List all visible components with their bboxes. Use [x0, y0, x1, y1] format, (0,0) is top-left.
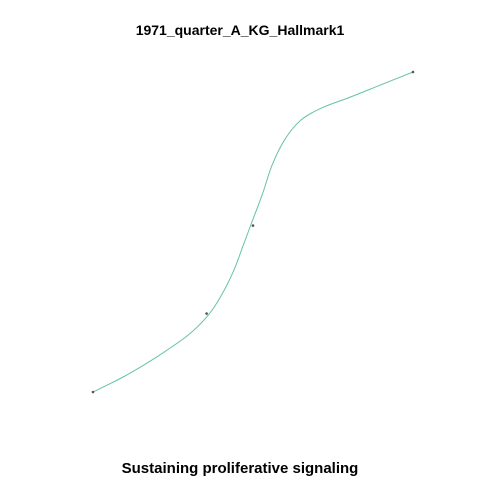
- marker-group: [91, 70, 415, 394]
- data-point-3: [411, 70, 415, 74]
- x-axis-label: Sustaining proliferative signaling: [121, 460, 359, 477]
- data-point-1: [205, 312, 208, 315]
- chart-title: 1971_quarter_A_KG_Hallmark1: [135, 22, 345, 38]
- data-point-2: [251, 224, 255, 227]
- data-point-0: [91, 390, 95, 394]
- series-line: [92, 71, 414, 393]
